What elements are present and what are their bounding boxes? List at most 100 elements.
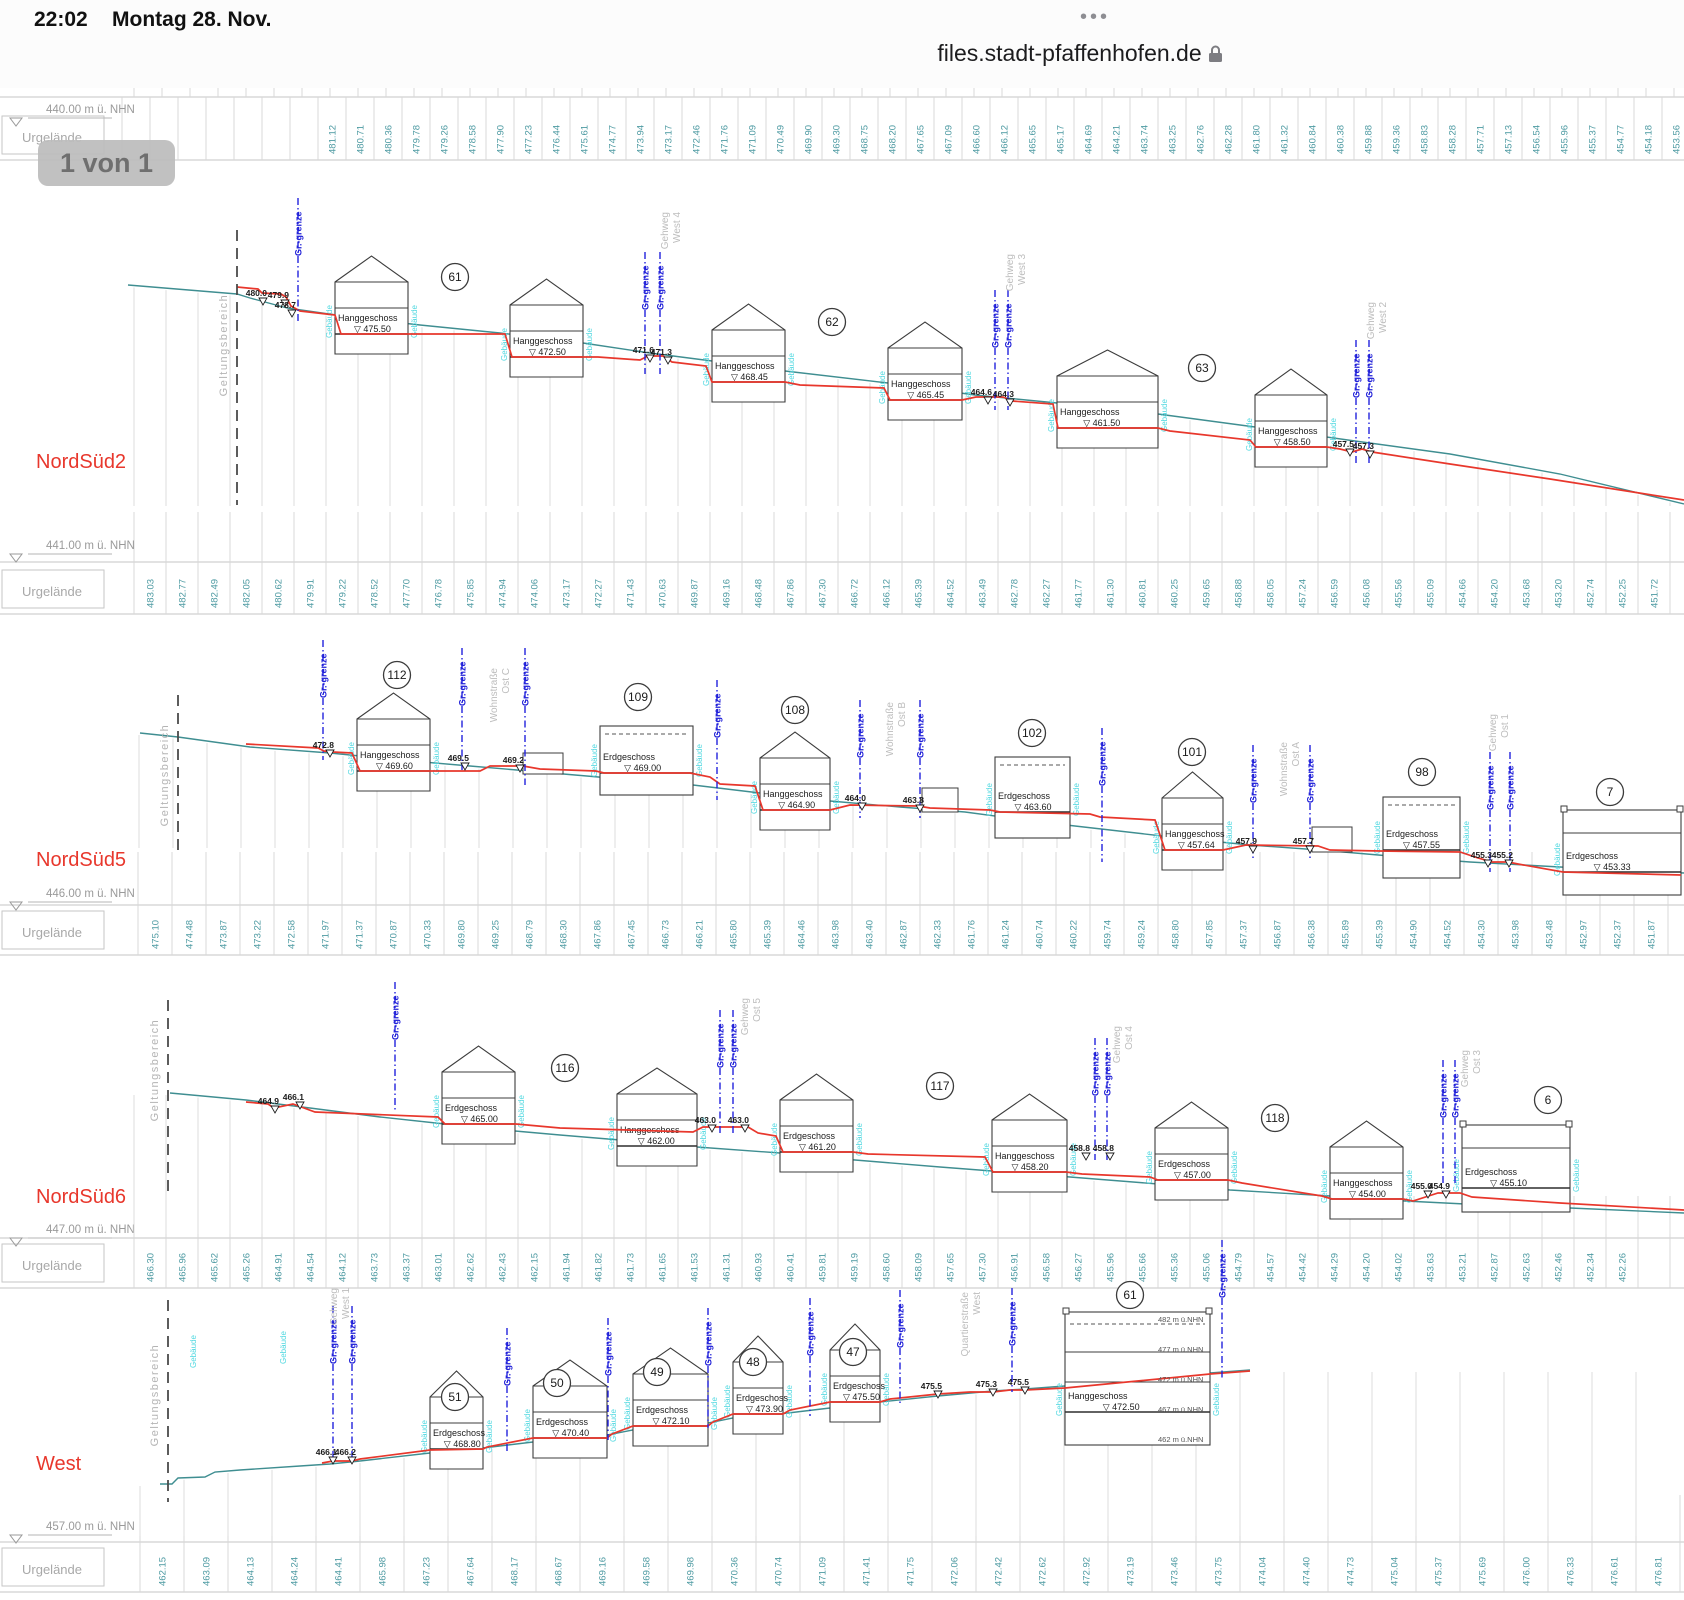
svg-text:Gebäude: Gebäude bbox=[1320, 1170, 1329, 1203]
svg-text:Gr.-grenze: Gr.-grenze bbox=[348, 1319, 358, 1364]
svg-text:Gr.-grenze: Gr.-grenze bbox=[1439, 1073, 1449, 1118]
svg-text:452.25: 452.25 bbox=[1618, 579, 1629, 608]
svg-text:470.49: 470.49 bbox=[776, 125, 787, 154]
svg-text:Gr.-grenze: Gr.-grenze bbox=[521, 661, 531, 706]
svg-text:468.48: 468.48 bbox=[754, 579, 765, 608]
svg-text:464.13: 464.13 bbox=[246, 1557, 257, 1586]
parcel-number-circle bbox=[1595, 777, 1625, 807]
svg-text:453.56: 453.56 bbox=[1672, 125, 1683, 154]
svg-text:479.91: 479.91 bbox=[306, 579, 317, 608]
svg-text:454.66: 454.66 bbox=[1458, 579, 1469, 608]
svg-text:461.73: 461.73 bbox=[626, 1253, 637, 1282]
svg-text:Gebäude: Gebäude bbox=[590, 744, 599, 777]
building: Hanggeschoss▽ 457.64 Gebäude Gebäude bbox=[1152, 771, 1234, 871]
svg-text:463.40: 463.40 bbox=[865, 920, 876, 949]
svg-text:472.62: 472.62 bbox=[1038, 1557, 1049, 1586]
svg-text:▽ 457.00: ▽ 457.00 bbox=[1174, 1170, 1211, 1180]
svg-text:470.36: 470.36 bbox=[730, 1557, 741, 1586]
svg-text:467.86: 467.86 bbox=[786, 579, 797, 608]
svg-text:464.69: 464.69 bbox=[1084, 125, 1095, 154]
profile-west: 462.15 463.09 464.13 464.24 464.41 465.98 467.… bbox=[0, 1240, 1684, 1593]
address-bar[interactable]: files.stadt-pfaffenhofen.de bbox=[760, 40, 1400, 67]
svg-text:Wohnstraße: Wohnstraße bbox=[885, 702, 896, 757]
svg-text:▽ 469.60: ▽ 469.60 bbox=[376, 761, 413, 771]
svg-text:Gr.-grenze: Gr.-grenze bbox=[1008, 1301, 1018, 1346]
svg-text:472.46: 472.46 bbox=[692, 125, 703, 154]
svg-text:Hanggeschoss: Hanggeschoss bbox=[1258, 426, 1318, 436]
svg-text:460.25: 460.25 bbox=[1170, 579, 1181, 608]
svg-text:466.21: 466.21 bbox=[695, 920, 706, 949]
svg-text:480.71: 480.71 bbox=[356, 125, 367, 154]
svg-text:452.97: 452.97 bbox=[1579, 920, 1590, 949]
svg-text:463.74: 463.74 bbox=[1140, 125, 1151, 154]
svg-text:455.3: 455.3 bbox=[1471, 850, 1493, 860]
svg-text:479.78: 479.78 bbox=[412, 125, 423, 154]
svg-text:Gr.-grenze: Gr.-grenze bbox=[656, 265, 666, 310]
svg-text:473.94: 473.94 bbox=[636, 125, 647, 154]
svg-text:471.76: 471.76 bbox=[720, 125, 731, 154]
svg-text:Hanggeschoss: Hanggeschoss bbox=[995, 1151, 1055, 1161]
svg-text:457.30: 457.30 bbox=[978, 1253, 989, 1282]
more-icon[interactable]: ••• bbox=[1080, 6, 1111, 28]
building: Erdgeschoss▽ 463.60 Gebäude Gebäude bbox=[985, 756, 1081, 839]
svg-text:469.87: 469.87 bbox=[690, 579, 701, 608]
svg-text:458.88: 458.88 bbox=[1234, 579, 1245, 608]
svg-text:Erdgeschoss: Erdgeschoss bbox=[1566, 851, 1619, 861]
svg-text:470.87: 470.87 bbox=[389, 920, 400, 949]
profile-nordsud2: 483.03 482.77 482.49 482.05 480.62 479.91 479.… bbox=[0, 198, 1684, 615]
svg-text:455.36: 455.36 bbox=[1170, 1253, 1181, 1282]
svg-text:102: 102 bbox=[1022, 726, 1042, 740]
svg-text:Hanggeschoss: Hanggeschoss bbox=[1165, 829, 1225, 839]
svg-text:482 m ü.NHN: 482 m ü.NHN bbox=[1158, 1315, 1203, 1324]
svg-text:469.80: 469.80 bbox=[457, 920, 468, 949]
svg-text:456.27: 456.27 bbox=[1074, 1253, 1085, 1282]
svg-text:457.00 m ü. NHN: 457.00 m ü. NHN bbox=[46, 1521, 135, 1533]
svg-text:471.6: 471.6 bbox=[633, 345, 655, 355]
svg-text:467.30: 467.30 bbox=[818, 579, 829, 608]
svg-text:▽ 458.50: ▽ 458.50 bbox=[1274, 437, 1311, 447]
svg-text:▽ 469.00: ▽ 469.00 bbox=[624, 763, 661, 773]
svg-text:465.26: 465.26 bbox=[242, 1253, 253, 1282]
svg-text:Gebäude: Gebäude bbox=[882, 1373, 891, 1406]
svg-text:459.36: 459.36 bbox=[1392, 125, 1403, 154]
svg-text:Wohnstraße: Wohnstraße bbox=[1279, 742, 1290, 797]
svg-text:Gebäude: Gebäude bbox=[787, 353, 796, 386]
svg-text:Ost B: Ost B bbox=[897, 702, 908, 727]
svg-text:460.81: 460.81 bbox=[1138, 579, 1149, 608]
svg-text:454.02: 454.02 bbox=[1394, 1253, 1405, 1282]
svg-text:Gr.-grenze: Gr.-grenze bbox=[991, 303, 1001, 348]
svg-text:▽ 473.90: ▽ 473.90 bbox=[746, 1404, 783, 1414]
svg-text:472.06: 472.06 bbox=[950, 1557, 961, 1586]
svg-text:Gebäude: Gebäude bbox=[785, 1385, 794, 1418]
svg-text:460.22: 460.22 bbox=[1069, 920, 1080, 949]
svg-text:462.76: 462.76 bbox=[1196, 125, 1207, 154]
svg-text:Geltungsbereich: Geltungsbereich bbox=[149, 1344, 161, 1447]
svg-text:457.37: 457.37 bbox=[1239, 920, 1250, 949]
svg-text:456.59: 456.59 bbox=[1330, 579, 1341, 608]
svg-text:463.09: 463.09 bbox=[202, 1557, 213, 1586]
svg-text:467.23: 467.23 bbox=[422, 1557, 433, 1586]
svg-text:101: 101 bbox=[1182, 745, 1202, 759]
svg-text:Gr.-grenze: Gr.-grenze bbox=[458, 661, 468, 706]
svg-text:472.42: 472.42 bbox=[994, 1557, 1005, 1586]
svg-text:Urgelände: Urgelände bbox=[22, 1562, 82, 1577]
svg-text:474.94: 474.94 bbox=[498, 579, 509, 608]
svg-text:Erdgeschoss: Erdgeschoss bbox=[433, 1428, 486, 1438]
svg-text:452.87: 452.87 bbox=[1490, 1253, 1501, 1282]
svg-text:Erdgeschoss: Erdgeschoss bbox=[1158, 1159, 1211, 1169]
svg-text:Gebäude: Gebäude bbox=[432, 742, 441, 775]
svg-text:Gebäude: Gebäude bbox=[750, 781, 759, 814]
svg-text:Gebäude: Gebäude bbox=[420, 1420, 429, 1453]
svg-text:475.10: 475.10 bbox=[151, 920, 162, 949]
svg-text:Gebäude: Gebäude bbox=[517, 1095, 526, 1128]
svg-text:Gebäude: Gebäude bbox=[723, 1385, 732, 1418]
svg-text:465.17: 465.17 bbox=[1056, 125, 1067, 154]
svg-text:Gebäude: Gebäude bbox=[1212, 1383, 1221, 1416]
svg-text:463.0: 463.0 bbox=[728, 1115, 750, 1125]
svg-text:Gehweg: Gehweg bbox=[740, 998, 751, 1035]
svg-text:455.89: 455.89 bbox=[1341, 920, 1352, 949]
parcel-number-circle bbox=[1260, 1103, 1290, 1133]
svg-text:454.77: 454.77 bbox=[1616, 125, 1627, 154]
